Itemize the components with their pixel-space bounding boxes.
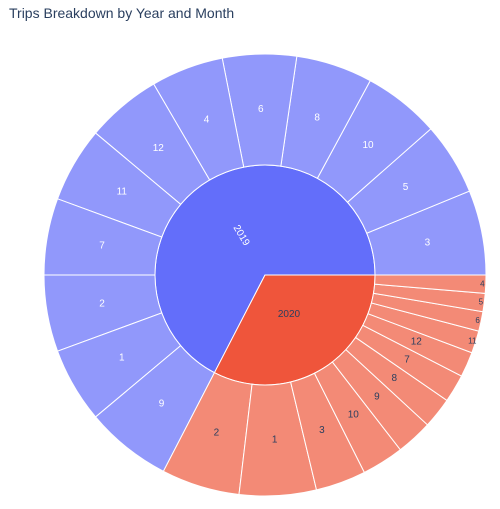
month-label-2020-12: 12 <box>411 337 423 348</box>
month-label-2019-4: 4 <box>204 115 210 126</box>
month-label-2019-5: 5 <box>403 182 409 193</box>
month-label-2020-2: 2 <box>214 428 220 439</box>
month-label-2020-4: 4 <box>480 280 485 289</box>
month-label-2019-3: 3 <box>425 237 431 248</box>
month-label-2019-12: 12 <box>153 143 165 154</box>
month-label-2020-11: 11 <box>468 336 477 345</box>
month-label-2019-2: 2 <box>99 298 105 309</box>
month-label-2019-11: 11 <box>117 187 128 198</box>
month-label-2019-6: 6 <box>258 104 264 115</box>
sunburst-segments <box>43 53 487 497</box>
month-segment-2020-4[interactable] <box>374 274 487 294</box>
month-label-2020-3: 3 <box>319 425 325 436</box>
month-label-2019-7: 7 <box>99 241 105 252</box>
month-label-2020-8: 8 <box>392 373 398 384</box>
month-label-2020-9: 9 <box>374 391 380 402</box>
month-label-2020-6: 6 <box>475 316 480 325</box>
month-label-2019-10: 10 <box>363 140 375 151</box>
month-label-2019-9: 9 <box>159 399 165 410</box>
month-label-2019-8: 8 <box>314 112 320 123</box>
month-label-2020-5: 5 <box>479 298 484 307</box>
chart-title: Trips Breakdown by Year and Month <box>9 5 235 21</box>
month-label-2020-7: 7 <box>404 354 410 365</box>
month-label-2019-1: 1 <box>119 352 125 363</box>
year-label-2020: 2020 <box>278 309 301 320</box>
month-label-2020-1: 1 <box>272 435 278 446</box>
month-label-2020-10: 10 <box>348 409 360 420</box>
